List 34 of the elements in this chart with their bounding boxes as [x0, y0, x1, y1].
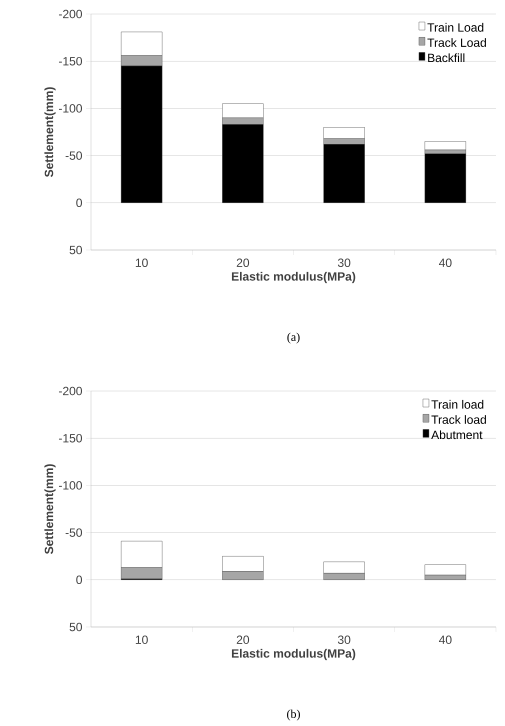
x-axis-title: Elastic modulus(MPa) [232, 648, 356, 660]
x-tick-label: 20 [236, 636, 250, 644]
text: (b) [287, 710, 300, 720]
x-tick-label: 20 [236, 258, 250, 268]
y-tick-label: -150 [58, 434, 82, 442]
y-tick-label: 50 [70, 622, 82, 632]
y-tick-label: -200 [58, 386, 82, 396]
x-tick-label: 30 [338, 258, 350, 268]
x-tick-label: 40 [438, 636, 452, 644]
y-tick-label: -200 [58, 10, 82, 18]
x-tick-label: 40 [438, 258, 452, 268]
x-tick-label: 30 [338, 636, 350, 644]
bar [424, 154, 466, 204]
legend-label: Train load [431, 400, 484, 409]
x-tick-label: 10 [136, 636, 148, 644]
y-tick-label: -50 [66, 151, 82, 160]
y-tick-label: -100 [58, 104, 82, 113]
legend-label: Abutment [431, 430, 482, 440]
y-tick-label: -100 [58, 481, 82, 490]
legend-label: Backfill [428, 53, 464, 62]
y-tick-label: -50 [66, 528, 82, 537]
y-axis-title: Settlement(mm) [44, 464, 56, 554]
x-axis-title: Elastic modulus(MPa) [232, 272, 356, 284]
y-tick-label: 0 [76, 576, 82, 584]
legend-label: Train Load [427, 22, 484, 32]
y-axis-title: Settlement(mm) [44, 87, 56, 177]
y-tick-label: 50 [70, 246, 82, 254]
legend-label: Track load [431, 415, 486, 424]
y-tick-label: 0 [76, 198, 82, 208]
legend-label: Track Load [427, 38, 486, 47]
bar [424, 141, 466, 150]
y-tick-label: -150 [58, 56, 82, 66]
text: (a) [287, 332, 300, 344]
x-tick-label: 10 [136, 258, 148, 268]
